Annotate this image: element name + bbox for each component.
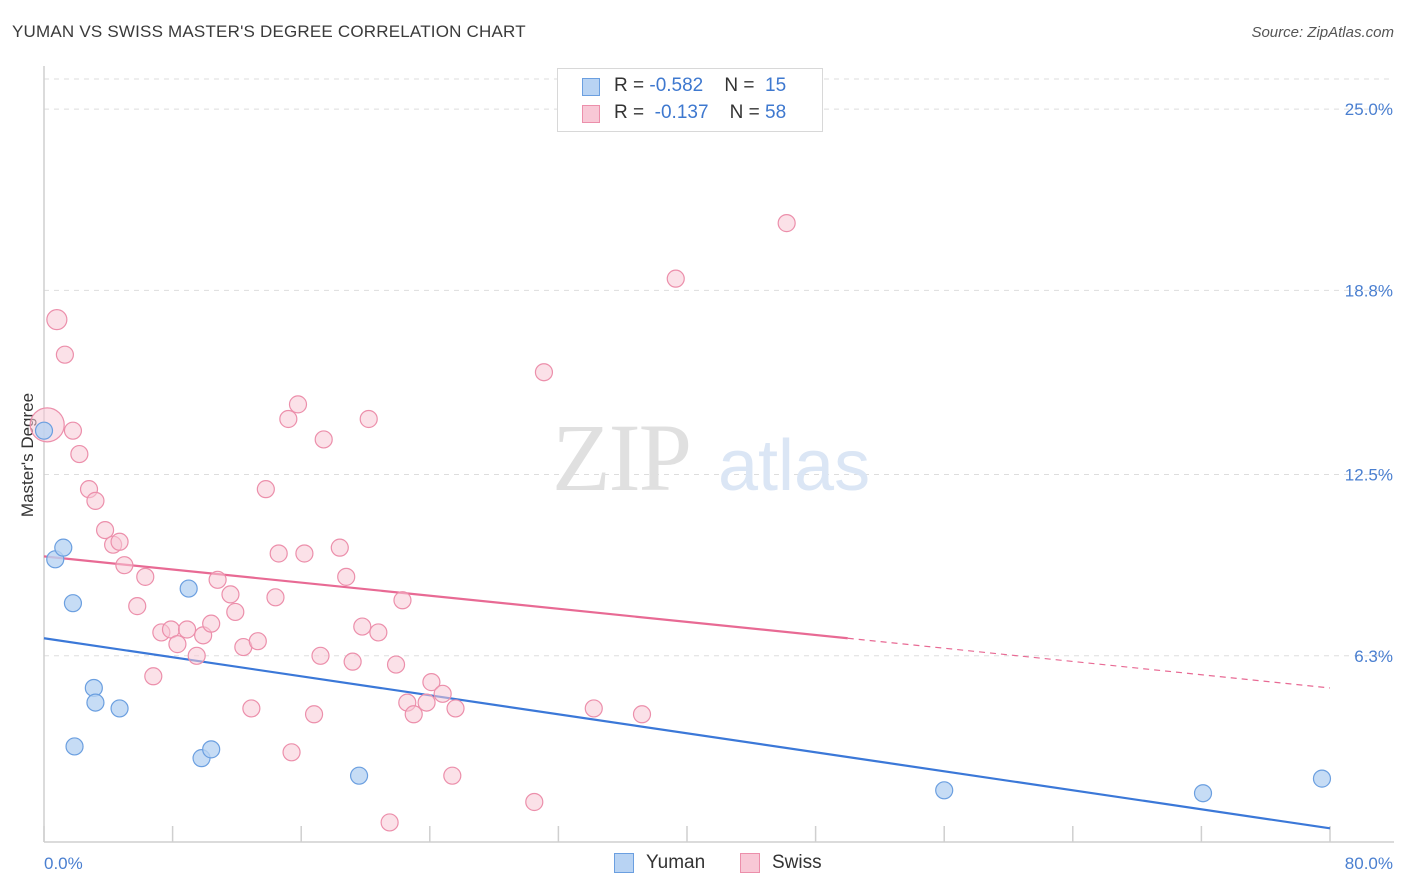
watermark-atlas: atlas [718,426,870,506]
swiss-point [187,646,206,665]
swiss-point [128,597,147,616]
swiss-point [584,699,603,718]
swiss-point [404,705,423,724]
swiss-point [359,409,378,429]
swiss-point [525,792,544,812]
swiss-point [221,585,240,604]
swiss-point [422,673,441,692]
swiss-point [226,602,245,622]
swiss-point [304,705,324,724]
swiss-point [295,544,314,563]
swiss-legend-swatch [740,853,760,873]
swiss-point [86,491,105,510]
data-points [29,214,1332,832]
swiss-point [63,421,83,440]
yuman-point [54,538,73,557]
x-tick-label: 80.0% [1345,854,1393,873]
swiss-trend-extension [847,637,1331,689]
swiss-point [115,556,134,575]
r-value: -0.137 [654,102,709,123]
x-tick-label: 0.0% [44,854,83,873]
yuman-point [65,737,84,756]
swiss-point [380,813,399,832]
y-tick-label: 18.8% [1345,281,1393,300]
yuman-legend-swatch [614,853,634,873]
swiss-point [433,684,452,703]
source-label: Source: ZipAtlas.com [1251,24,1394,41]
r-value: -0.582 [649,75,704,96]
swiss-point [136,567,155,586]
swiss-point [330,538,349,557]
yuman-point [86,693,105,712]
n-value: 58 [765,102,787,123]
swiss-point [393,591,412,610]
swiss-point [314,430,333,449]
yuman-swatch [582,78,600,96]
swiss-point [279,409,298,429]
n-label: N = [724,75,760,96]
grid-lines [44,78,1394,657]
y-tick-label: 6.3% [1354,647,1393,666]
swiss-point [144,667,163,686]
swiss-point [443,766,462,785]
n-value: 15 [765,75,787,96]
yuman-point [63,594,83,613]
swiss-point [446,699,465,718]
yuman-point [110,699,129,718]
swiss-point [269,544,288,563]
swiss-point [311,646,330,665]
swiss-point [417,693,436,712]
swiss-trend-line [43,555,848,640]
watermark-zip: ZIP [552,404,690,511]
stats-legend: R = -0.582 N = 15 R = -0.137 N = 58 [557,68,823,132]
swiss-point [386,655,406,674]
swiss-point [256,480,275,499]
swiss-point [343,652,362,671]
swiss-point [177,620,197,639]
y-tick-label: 12.5% [1345,466,1393,485]
swiss-point [369,623,388,642]
swiss-point [266,588,285,607]
swiss-point [777,214,796,233]
yuman-point [34,421,54,440]
swiss-point [282,743,301,762]
chart-title: YUMAN VS SWISS MASTER'S DEGREE CORRELATI… [12,22,526,41]
y-tick-label: 25.0% [1345,100,1393,119]
yuman-point [349,766,369,785]
n-label: N = [729,102,766,123]
swiss-point [202,614,221,633]
swiss-point [95,520,115,540]
yuman-point [935,781,954,800]
r-label: R = [614,75,650,96]
yuman-trend-line [43,637,1331,830]
swiss-point [534,363,554,382]
swiss-point [353,617,372,636]
swiss-point [288,395,308,414]
yuman-point [1193,784,1213,803]
yuman-point [1312,769,1332,788]
r-label: R = [614,102,650,123]
watermark: ZIP atlas [552,404,870,511]
yuman-legend-label: Yuman [646,852,706,873]
swiss-point [242,699,261,718]
swiss-point [208,570,227,589]
swiss-point [70,444,89,464]
swiss-point [55,345,74,364]
swiss-point [632,705,652,724]
swiss-point [46,308,68,331]
swiss-point [110,532,129,551]
trend-lines [43,555,1331,830]
swiss-swatch [582,105,600,123]
swiss-point [666,269,685,288]
swiss-legend-label: Swiss [772,852,822,873]
yuman-point [202,740,221,759]
swiss-point [248,632,267,651]
axes [43,66,1394,843]
swiss-point [337,567,356,586]
tick-labels: 6.3% 12.5% 18.8% 25.0% 0.0% 80.0% [44,100,1393,873]
swiss-point [168,635,187,654]
yuman-point [179,579,198,598]
